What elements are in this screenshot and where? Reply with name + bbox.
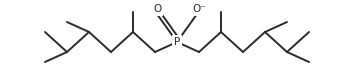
Text: O⁻: O⁻ [192, 4, 206, 14]
Text: P: P [174, 37, 180, 47]
Text: O: O [153, 4, 161, 14]
